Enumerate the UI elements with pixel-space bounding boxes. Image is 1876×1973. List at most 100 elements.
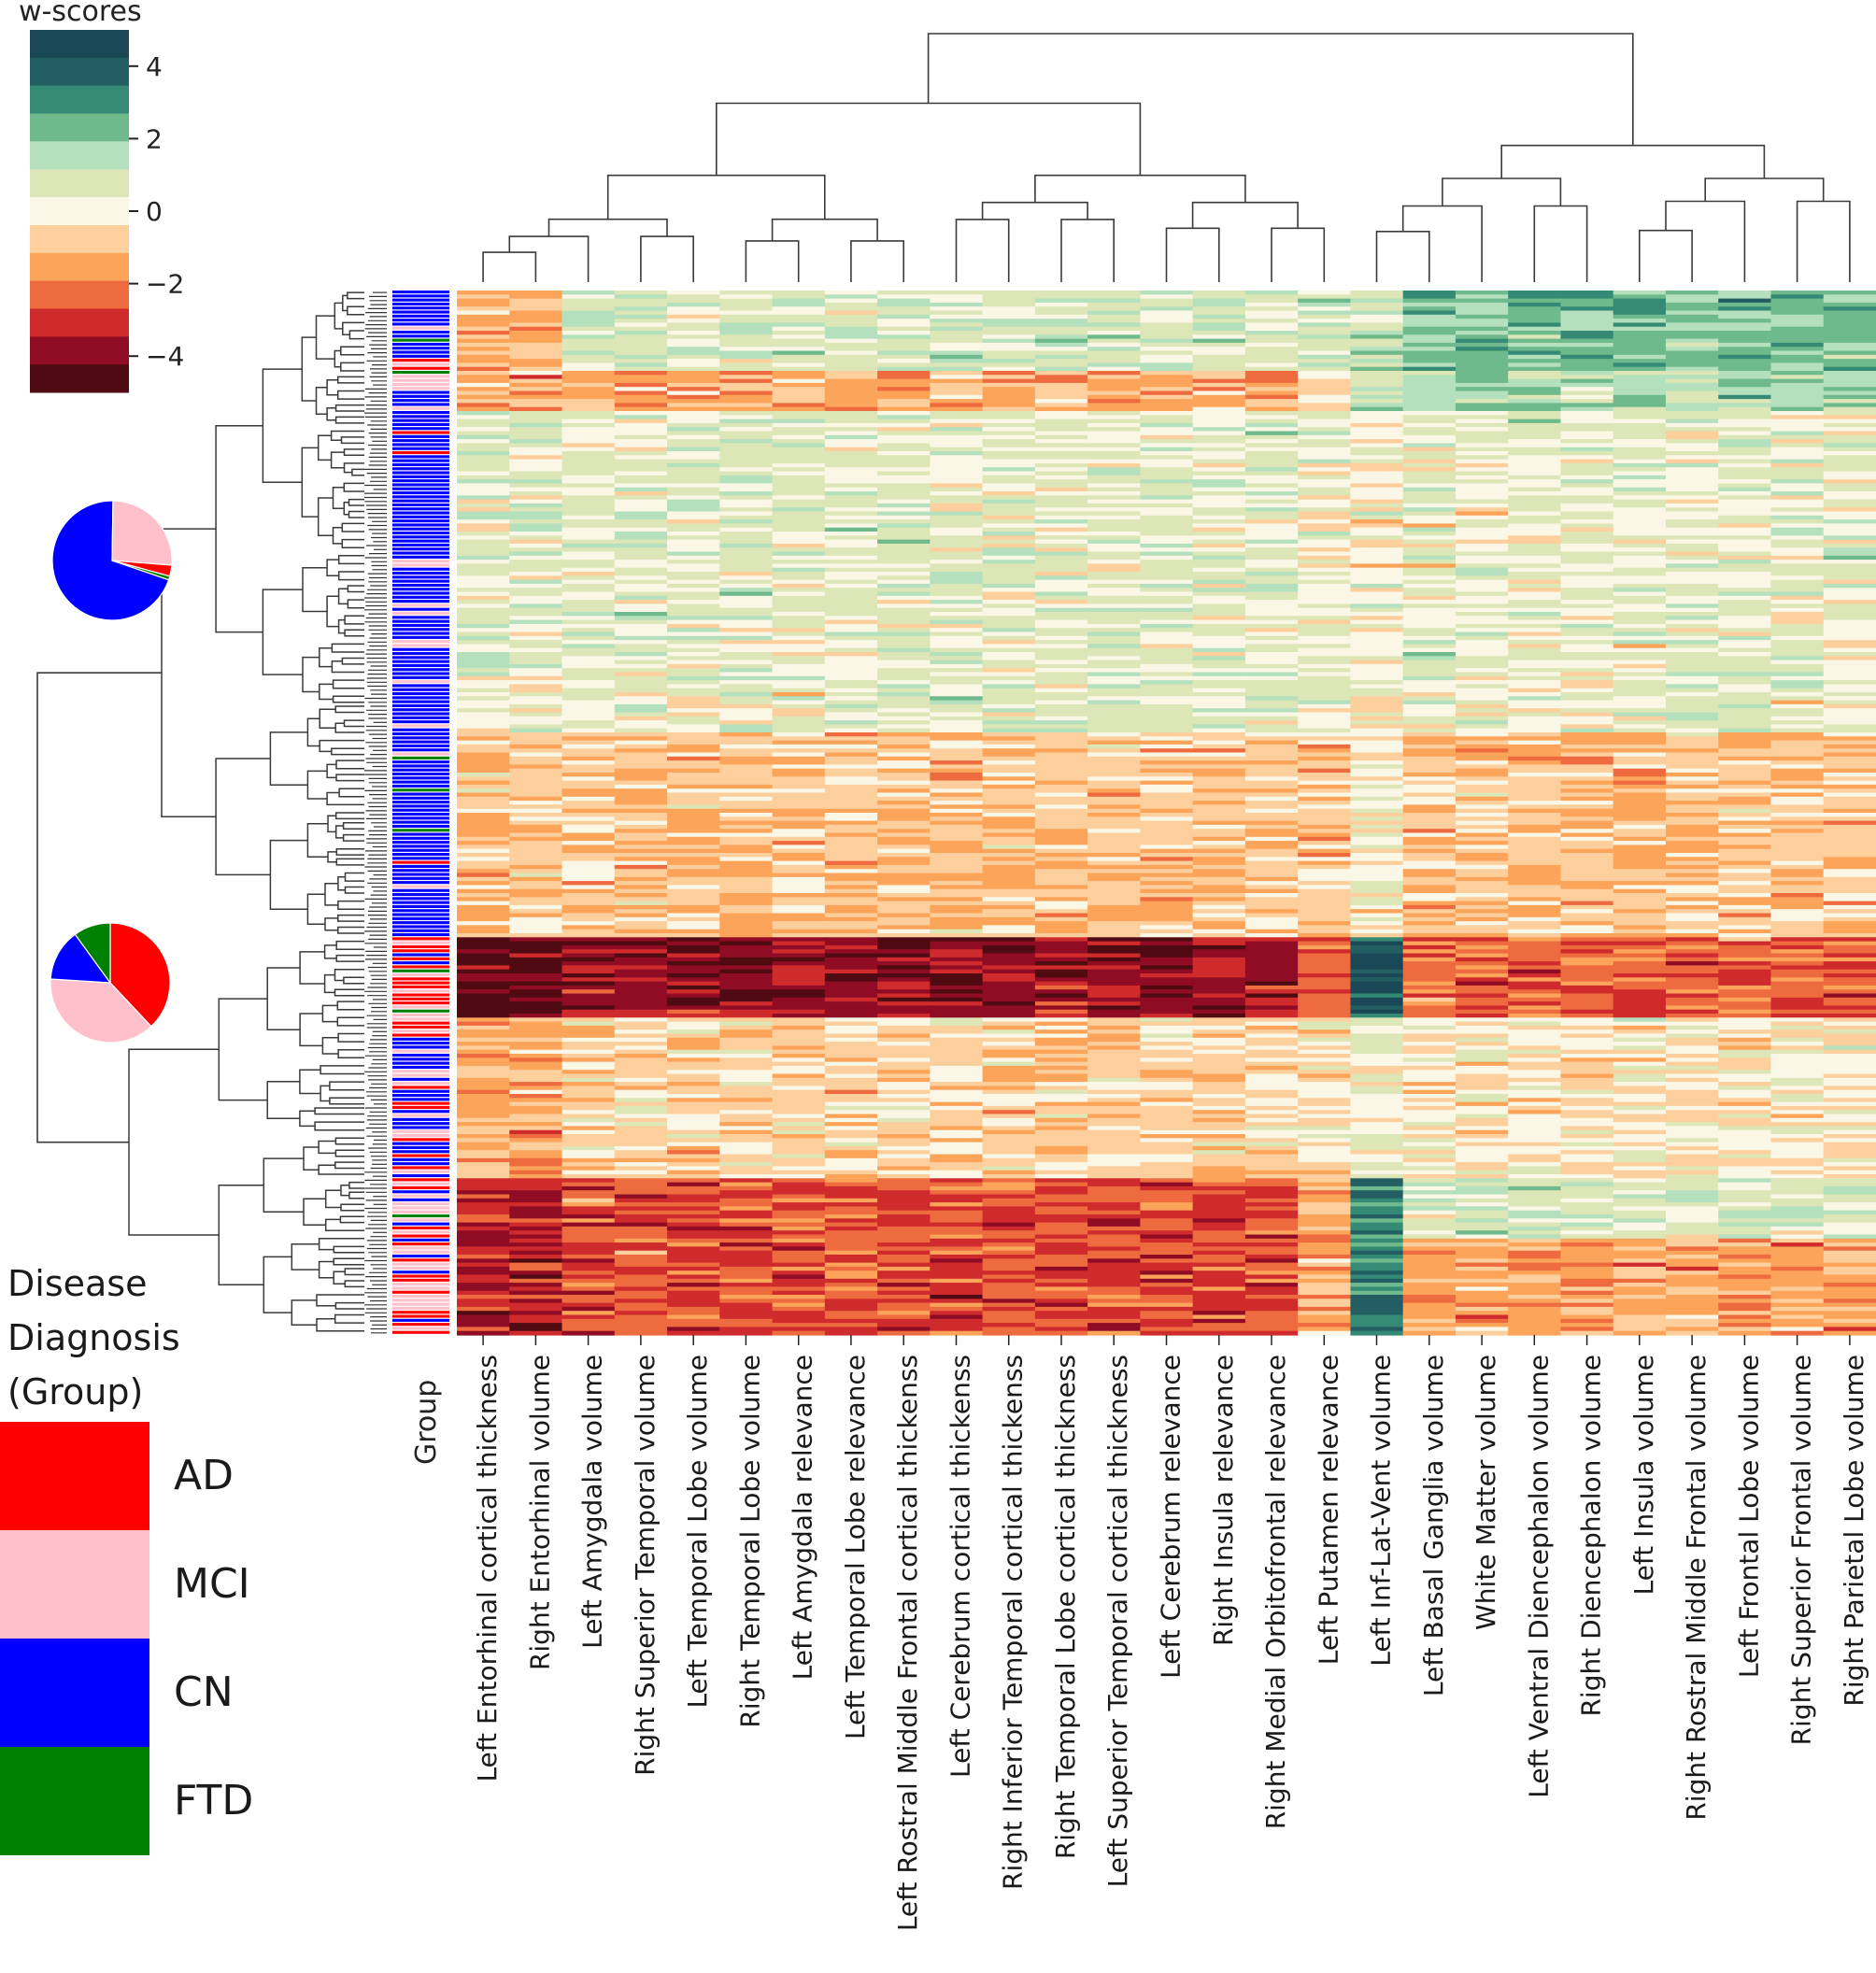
heatmap-cell bbox=[719, 916, 774, 922]
heatmap-cell bbox=[561, 628, 616, 633]
heatmap-cell bbox=[1087, 291, 1141, 295]
heatmap-cell bbox=[1087, 359, 1141, 363]
heatmap-cell bbox=[824, 813, 878, 817]
heatmap-cell bbox=[457, 362, 510, 368]
heatmap-cell bbox=[982, 475, 1036, 480]
heatmap-cell bbox=[877, 808, 931, 814]
heatmap-cell bbox=[1298, 716, 1352, 721]
heatmap-cell bbox=[1770, 623, 1825, 629]
heatmap-cell bbox=[1455, 451, 1509, 456]
heatmap-cell bbox=[1244, 748, 1299, 754]
heatmap-cell bbox=[509, 471, 563, 476]
dendrogram-branch bbox=[263, 1256, 292, 1313]
heatmap-cell bbox=[1350, 603, 1404, 609]
heatmap-cell bbox=[509, 652, 563, 657]
heatmap-cell bbox=[1508, 298, 1562, 304]
heatmap-cell bbox=[1140, 354, 1194, 360]
heatmap-cell bbox=[719, 411, 774, 416]
heatmap-cell bbox=[1718, 499, 1772, 504]
heatmap-cell bbox=[1823, 603, 1876, 609]
heatmap-cell bbox=[1823, 342, 1876, 348]
heatmap-cell bbox=[561, 860, 616, 866]
heatmap-cell bbox=[1244, 331, 1299, 335]
heatmap-cell bbox=[509, 656, 563, 661]
heatmap-cell bbox=[982, 447, 1036, 452]
heatmap-cell bbox=[1034, 728, 1088, 733]
heatmap-cell bbox=[1192, 672, 1246, 677]
heatmap-cell bbox=[1034, 792, 1088, 798]
heatmap-cell bbox=[1665, 619, 1719, 625]
heatmap-cell bbox=[1140, 647, 1194, 653]
heatmap-cell bbox=[1455, 652, 1509, 657]
heatmap-cell bbox=[1087, 784, 1141, 789]
heatmap-cell bbox=[667, 338, 720, 344]
heatmap-cell bbox=[982, 869, 1036, 874]
heatmap-cell bbox=[561, 824, 616, 830]
heatmap-cell bbox=[1718, 813, 1772, 817]
heatmap-cell bbox=[1087, 475, 1141, 480]
heatmap-cell bbox=[1665, 801, 1719, 805]
group-strip-cell bbox=[392, 532, 449, 535]
heatmap-cell bbox=[1244, 411, 1299, 416]
heatmap-cell bbox=[457, 302, 510, 307]
heatmap-cell bbox=[1087, 595, 1141, 601]
heatmap-cell bbox=[1298, 728, 1352, 733]
heatmap-cell bbox=[614, 443, 668, 448]
heatmap-cell bbox=[1665, 491, 1719, 496]
heatmap-cell bbox=[1298, 788, 1352, 794]
heatmap-cell bbox=[824, 881, 878, 886]
heatmap-cell bbox=[824, 499, 878, 504]
heatmap-cell bbox=[1718, 829, 1772, 834]
heatmap-cell bbox=[1455, 532, 1509, 536]
heatmap-cell bbox=[1034, 294, 1088, 300]
heatmap-cell bbox=[457, 860, 510, 866]
heatmap-cell bbox=[719, 660, 774, 665]
heatmap-cell bbox=[1823, 688, 1876, 693]
group-strip-cell bbox=[392, 1138, 449, 1142]
heatmap-cell bbox=[614, 291, 668, 295]
heatmap-cell bbox=[1087, 756, 1141, 761]
heatmap-cell bbox=[614, 575, 668, 581]
colorbar-band bbox=[30, 113, 129, 142]
heatmap-cell bbox=[509, 640, 563, 645]
heatmap-cell bbox=[1718, 728, 1772, 733]
heatmap-cell bbox=[1560, 780, 1614, 786]
heatmap-cell bbox=[1613, 431, 1667, 436]
heatmap-cell bbox=[1613, 507, 1667, 513]
heatmap-cell bbox=[1560, 909, 1614, 915]
heatmap-cell bbox=[509, 462, 563, 468]
heatmap-cell bbox=[1192, 487, 1246, 492]
heatmap-cell bbox=[457, 415, 510, 420]
dendrogram-branch bbox=[335, 774, 364, 782]
heatmap-cell bbox=[667, 527, 720, 532]
heatmap-cell bbox=[1350, 632, 1404, 637]
heatmap-cell bbox=[1244, 447, 1299, 452]
heatmap-cell bbox=[1034, 848, 1088, 854]
heatmap-cell bbox=[1087, 326, 1141, 332]
heatmap-cell bbox=[561, 415, 616, 420]
heatmap-cell bbox=[1350, 491, 1404, 496]
heatmap-cell bbox=[1823, 314, 1876, 319]
heatmap-cell bbox=[457, 816, 510, 822]
heatmap-cell bbox=[877, 579, 931, 585]
heatmap-cell bbox=[457, 873, 510, 878]
heatmap-cell bbox=[719, 768, 774, 774]
heatmap-cell bbox=[1140, 680, 1194, 685]
heatmap-cell bbox=[1560, 712, 1614, 717]
heatmap-cell bbox=[1034, 354, 1088, 360]
heatmap-cell bbox=[667, 897, 720, 902]
heatmap-cell bbox=[1244, 780, 1299, 786]
heatmap-cell bbox=[982, 808, 1036, 814]
heatmap-cell bbox=[877, 764, 931, 770]
heatmap-cell bbox=[719, 796, 774, 802]
group-strip-cell bbox=[392, 555, 449, 559]
heatmap-cell bbox=[667, 600, 720, 604]
heatmap-cell bbox=[719, 663, 774, 669]
heatmap-cell bbox=[1087, 331, 1141, 335]
heatmap-cell bbox=[1455, 291, 1509, 295]
heatmap-cell bbox=[1770, 820, 1825, 826]
heatmap-cell bbox=[1718, 539, 1772, 545]
heatmap-cell bbox=[982, 885, 1036, 890]
heatmap-cell bbox=[1192, 302, 1246, 307]
heatmap-cell bbox=[1402, 607, 1457, 613]
